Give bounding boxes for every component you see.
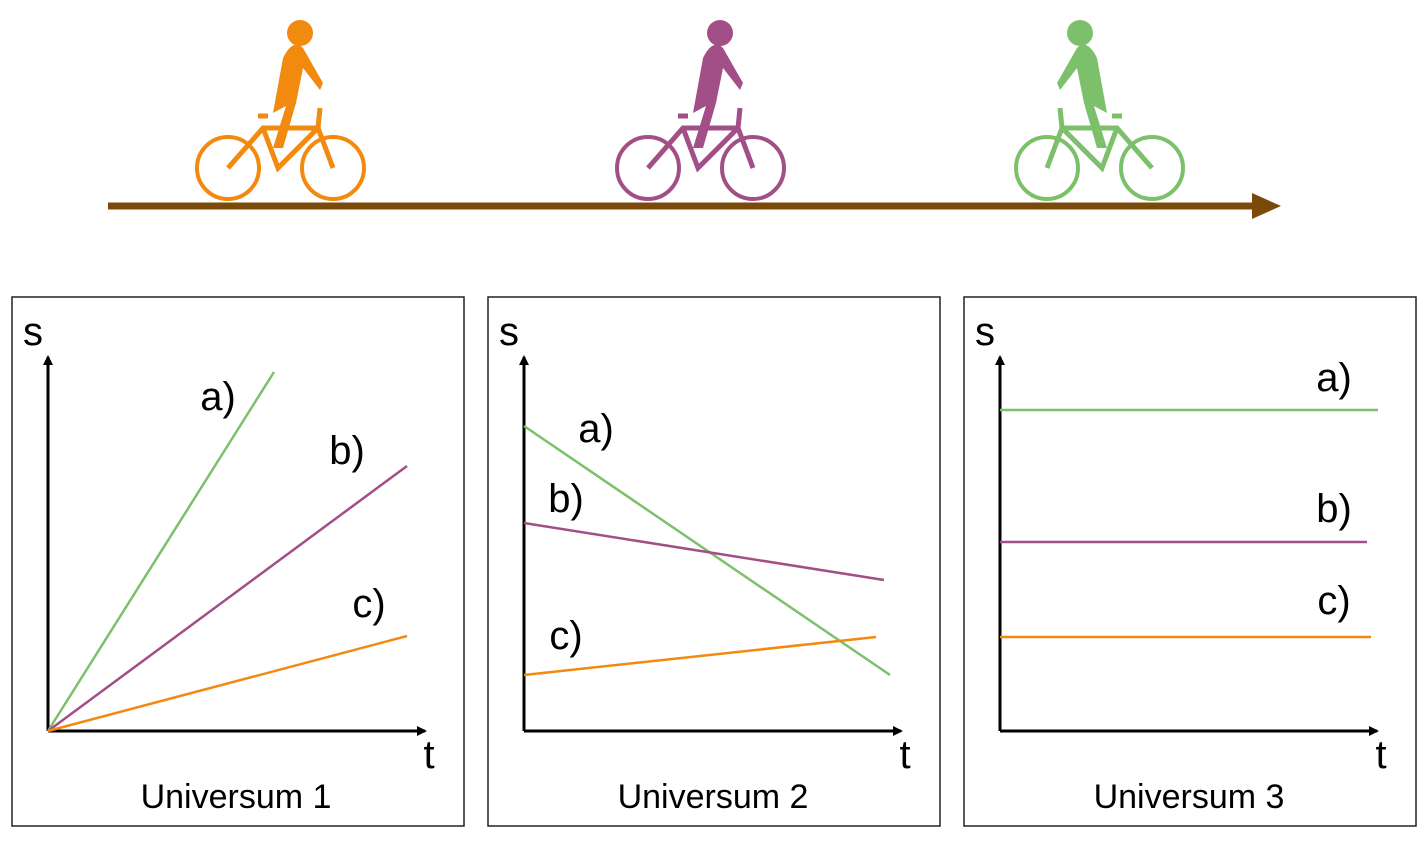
x-axis-label: t xyxy=(899,733,910,777)
y-axis-label: s xyxy=(975,310,995,354)
road-scene xyxy=(108,20,1281,219)
y-axis-label: s xyxy=(499,310,519,354)
line-a xyxy=(523,424,891,677)
panel-frame xyxy=(11,296,465,827)
line-label: c) xyxy=(1317,579,1350,623)
panel: s t a) b) c) Universum 3 xyxy=(963,296,1417,827)
line-label: b) xyxy=(548,477,584,521)
line-label: a) xyxy=(200,375,236,419)
x-axis-label: t xyxy=(1375,733,1386,777)
line-label: c) xyxy=(352,582,385,626)
road-arrowhead xyxy=(1252,193,1281,219)
line-b xyxy=(523,521,885,582)
line-c xyxy=(47,634,408,733)
line-b xyxy=(47,464,408,733)
line-label: b) xyxy=(329,429,365,473)
panel: s t a) b) c) Universum 1 xyxy=(11,296,465,827)
line-a xyxy=(46,371,276,732)
cyclist-orange xyxy=(197,20,364,199)
line-label: b) xyxy=(1316,487,1352,531)
panel-frame xyxy=(963,296,1417,827)
line-label: a) xyxy=(1316,356,1352,400)
panel-caption: Universum 3 xyxy=(1094,778,1285,816)
line-label: c) xyxy=(549,614,582,658)
panel-caption: Universum 1 xyxy=(141,778,332,816)
panel-caption: Universum 2 xyxy=(618,778,809,816)
cyclist-purple xyxy=(617,20,784,199)
x-axis-label: t xyxy=(423,733,434,777)
panel-frame xyxy=(487,296,941,827)
y-axis-label: s xyxy=(23,310,43,354)
panel: s t a) b) c) Universum 2 xyxy=(487,296,941,827)
cyclist-green xyxy=(1016,20,1183,199)
line-label: a) xyxy=(578,407,614,451)
line-c xyxy=(523,635,877,677)
